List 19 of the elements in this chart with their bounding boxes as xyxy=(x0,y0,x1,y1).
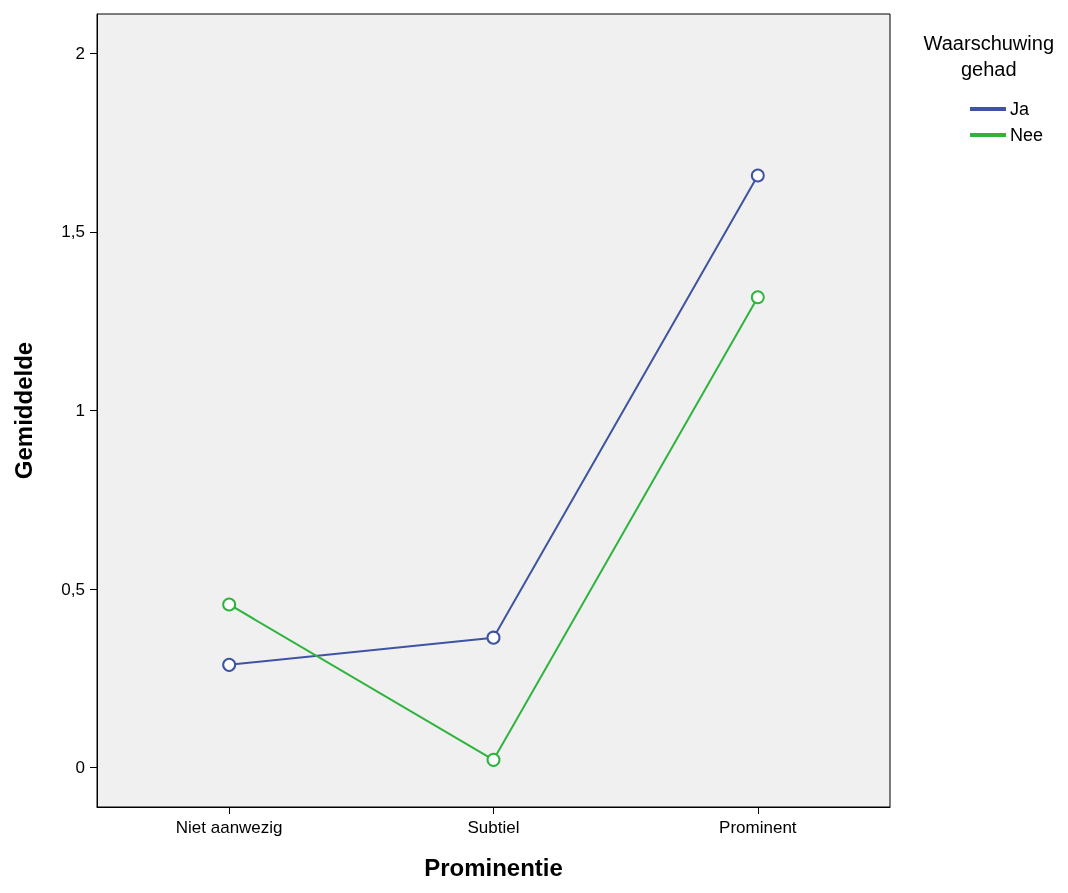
legend-label: Ja xyxy=(1009,99,1030,119)
point xyxy=(222,657,237,672)
y-tick-label: 0,5 xyxy=(61,579,85,599)
x-axis-title: Prominentie xyxy=(424,853,563,881)
legend-title: Waarschuwing gehad xyxy=(923,32,1054,80)
point xyxy=(222,597,237,612)
legend-label: Nee xyxy=(1009,125,1044,145)
y-tick-label: 1,5 xyxy=(61,222,85,242)
y-axis-title: Gemiddelde xyxy=(9,341,37,480)
point xyxy=(486,630,501,645)
point xyxy=(750,168,765,183)
x-tick-label: Niet aanwezig xyxy=(175,818,283,837)
point xyxy=(750,290,765,305)
y-tick-label: 1 xyxy=(75,401,85,420)
y-tick-label: 0 xyxy=(75,758,85,778)
y-tick-label: 2 xyxy=(75,43,85,63)
x-tick-label: Prominent xyxy=(719,818,797,837)
point xyxy=(486,752,501,767)
x-tick-label: Subtiel xyxy=(467,818,520,837)
